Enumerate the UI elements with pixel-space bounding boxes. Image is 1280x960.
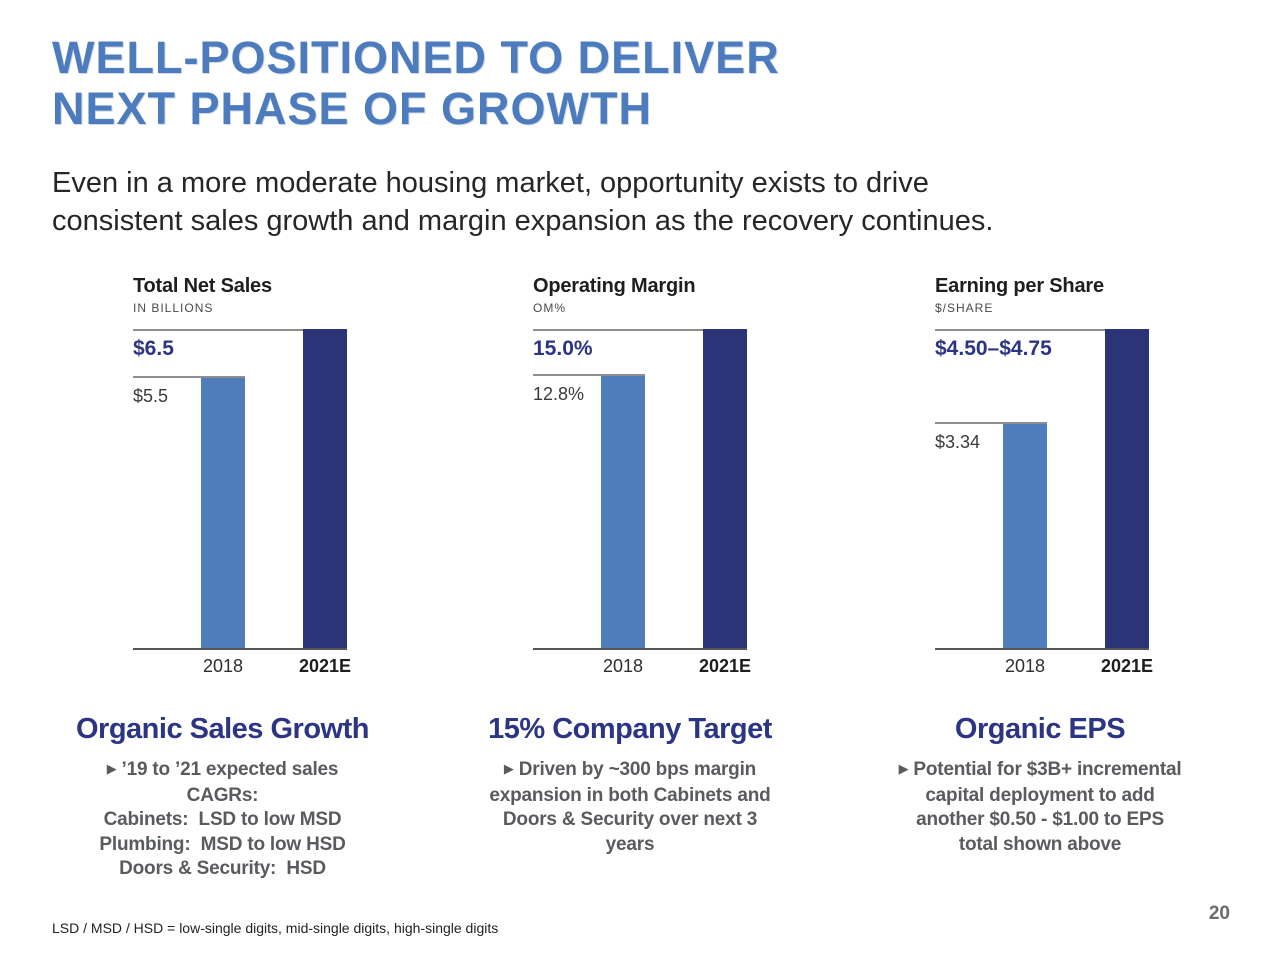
bar-2021 [303,329,347,648]
page-title-line2: NEXT PHASE OF GROWTH [52,83,653,134]
chart-title: Operating Margin [533,275,696,297]
chart-unit: $/SHARE [935,301,994,315]
subtitle-line2: consistent sales growth and margin expan… [52,205,994,237]
chart-header: Earning per Share $/SHARE [935,275,1149,329]
ref-line-2018 [533,374,645,376]
section-line-text: ’19 to ’21 expected sales [121,759,339,780]
chart-unit: IN BILLIONS [133,301,214,315]
chart-header: Total Net Sales IN BILLIONS [133,275,347,329]
value-label-2018: 12.8% [533,384,585,404]
triangle-bullet-icon: ▶ [503,761,514,776]
section-heading: 15% Company Target [488,713,772,745]
axis-label-2018: 2018 [602,656,644,676]
section-organic-sales-growth: Organic Sales Growth ▶ ’19 to ’21 expecte… [40,712,405,882]
triangle-bullet-icon: ▶ [898,761,909,776]
page-number: 20 [1208,903,1230,924]
section-body: ▶ ’19 to ’21 expected sales CAGRs: Cabine… [40,758,405,882]
section-heading: Organic EPS [954,713,1126,745]
ref-line-2018 [133,376,245,378]
section-line: expansion in both Cabinets and [489,784,771,806]
chart-x-axis: 2018 2021E [935,650,1153,676]
value-label-2021: $4.50–$4.75 [935,337,1052,360]
chart-title: Total Net Sales [133,275,272,297]
section-line: Plumbing: MSD to low HSD [99,833,346,855]
footnote: LSD / MSD / HSD = low-single digits, mid… [52,920,499,936]
section-line: Cabinets: LSD to low MSD [103,809,342,830]
axis-label-2018: 2018 [202,656,244,676]
section-line-text: Potential for $3B+ incremental [913,759,1182,780]
section-company-target: 15% Company Target ▶ Driven by ~300 bps m… [445,712,815,857]
section-line: Doors & Security over next 3 [502,809,758,830]
ref-line-2021 [533,329,747,331]
chart-x-axis: 2018 2021E [133,650,351,676]
section-line: ▶ ’19 to ’21 expected sales [40,758,405,784]
ref-line-2018 [935,422,1047,424]
bar-2021 [1105,329,1149,648]
chart-operating-margin: Operating Margin OM% 15.0% 12.8% 2018 20… [533,275,751,676]
section-line: another $0.50 - $1.00 to EPS [916,809,1164,830]
value-label-2018: $5.5 [133,386,169,406]
section-line-text: Driven by ~300 bps margin [518,759,757,780]
axis-label-2021e: 2021E [698,656,752,676]
axis-label-2021e: 2021E [1100,656,1154,676]
subtitle: Even in a more moderate housing market, … [52,164,1232,240]
section-line: total shown above [958,833,1122,855]
section-line: years [605,833,655,855]
value-label-2018: $3.34 [935,432,981,452]
chart-plot: $4.50–$4.75 $3.34 [935,329,1149,650]
chart-total-net-sales: Total Net Sales IN BILLIONS $6.5 $5.5 20… [133,275,351,676]
page-title-line1: WELL-POSITIONED TO DELIVER [52,32,780,83]
triangle-bullet-icon: ▶ [106,761,117,776]
chart-header: Operating Margin OM% [533,275,747,329]
section-body: ▶ Potential for $3B+ incremental capital … [855,758,1225,857]
section-organic-eps: Organic EPS ▶ Potential for $3B+ incremen… [855,712,1225,857]
section-line: ▶ Driven by ~300 bps margin [445,758,815,784]
page-title: WELL-POSITIONED TO DELIVER NEXT PHASE OF… [52,32,780,134]
chart-title: Earning per Share [935,275,1104,297]
chart-x-axis: 2018 2021E [533,650,751,676]
chart-earning-per-share: Earning per Share $/SHARE $4.50–$4.75 $3… [935,275,1153,676]
chart-plot: 15.0% 12.8% [533,329,747,650]
value-label-2021: $6.5 [133,337,174,360]
bar-2018 [201,378,245,648]
bar-2018 [1003,424,1047,648]
section-heading: Organic Sales Growth [76,713,369,745]
section-line: Doors & Security: HSD [119,858,326,879]
section-line: ▶ Potential for $3B+ incremental [855,758,1225,784]
ref-line-2021 [133,329,347,331]
axis-label-2021e: 2021E [298,656,352,676]
value-label-2021: 15.0% [533,337,593,360]
bar-2021 [703,329,747,648]
axis-label-2018: 2018 [1004,656,1046,676]
section-line: capital deployment to add [925,784,1155,806]
chart-plot: $6.5 $5.5 [133,329,347,650]
subtitle-line1: Even in a more moderate housing market, … [52,167,929,199]
chart-unit: OM% [533,301,566,315]
ref-line-2021 [935,329,1149,331]
section-line: CAGRs: [186,784,259,806]
section-body: ▶ Driven by ~300 bps margin expansion in … [445,758,815,857]
bar-2018 [601,376,645,648]
